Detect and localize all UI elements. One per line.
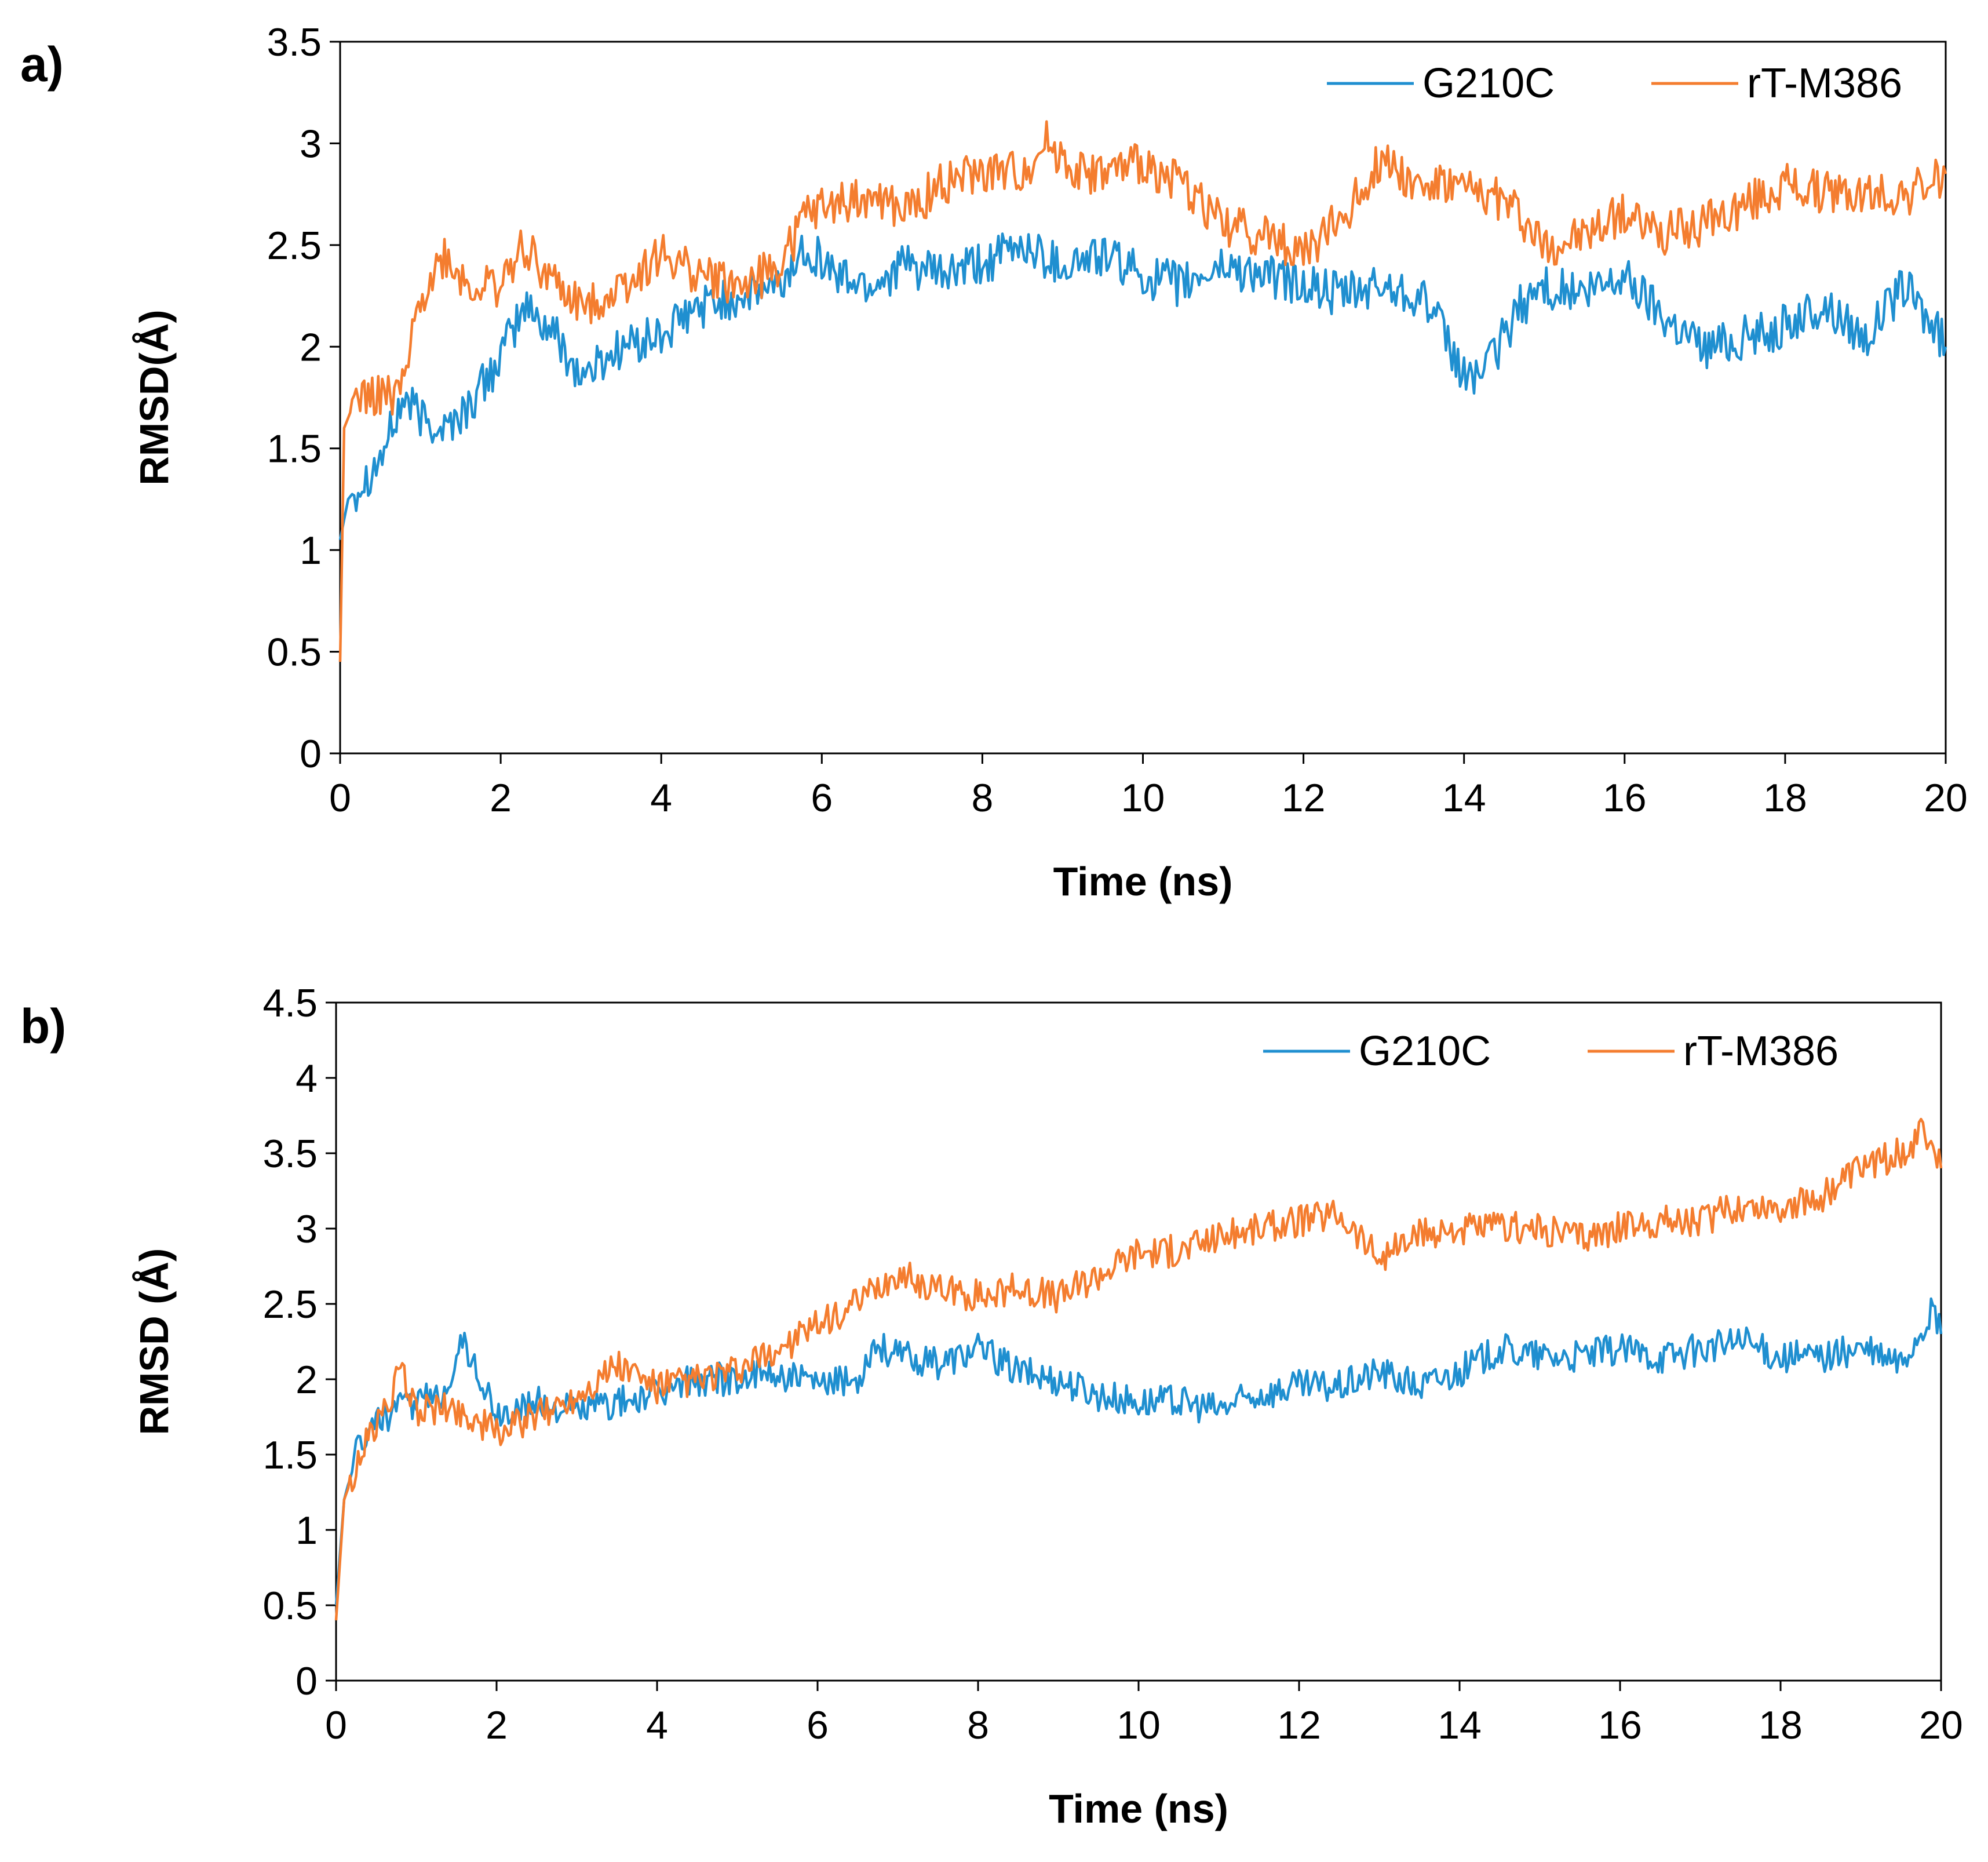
y-tick-label: 4 [296,1056,318,1101]
x-tick-label: 2 [486,1703,508,1747]
y-tick-label: 1.5 [267,427,322,471]
series-line-g210c [338,232,1947,541]
series-line-rt-m386 [338,120,1947,662]
y-tick-label: 0 [296,1659,318,1703]
x-tick-label: 14 [1442,776,1486,820]
y-tick-label: 0.5 [267,631,322,675]
panel-label-a: a) [20,37,64,92]
legend-label-g210c: G210C [1359,1028,1491,1074]
x-tick-label: 6 [811,776,833,820]
y-axis-title: RMSD (Å) [132,1248,177,1435]
y-tick-label: 2.5 [267,224,322,268]
y-axis-title: RMSD(Å) [132,309,177,485]
y-tick-label: 3.5 [267,20,322,64]
y-tick-label: 2 [300,325,322,369]
y-tick-label: 3.5 [262,1132,318,1176]
x-tick-label: 16 [1603,776,1647,820]
x-axis-title: Time (ns) [1049,1786,1228,1831]
x-tick-label: 12 [1282,776,1326,820]
x-tick-label: 8 [967,1703,989,1747]
x-tick-label: 18 [1759,1703,1803,1747]
y-tick-label: 0 [300,732,322,776]
x-tick-label: 0 [325,1703,347,1747]
x-tick-label: 16 [1598,1703,1642,1747]
legend-label-rt-m386: rT-M386 [1683,1028,1839,1074]
panel-b: b) 0 0.5 1 1.5 2 2.5 3 3.5 4 4.5 0 2 4 6 8 10 12 14 16 18 20 T… [20,981,1963,1831]
y-tick-label: 1 [296,1508,318,1553]
y-tick-label: 2 [296,1358,318,1402]
y-tick-label: 2.5 [262,1282,318,1327]
legend-label-g210c: G210C [1422,60,1555,107]
panel-label-b: b) [20,999,66,1054]
x-tick-label: 2 [490,776,512,820]
x-tick-label: 10 [1121,776,1165,820]
x-tick-label: 18 [1763,776,1807,820]
series-line-g210c [334,1297,1943,1606]
y-tick-label: 1.5 [262,1433,318,1477]
y-tick-label: 1 [300,529,322,573]
y-tick-label: 3 [296,1207,318,1251]
x-tick-label: 10 [1117,1703,1161,1747]
x-tick-label: 12 [1277,1703,1321,1747]
x-tick-label: 4 [650,776,672,820]
x-tick-label: 4 [646,1703,668,1747]
x-tick-label: 20 [1919,1703,1963,1747]
panel-a: a) 0 0.5 1 1.5 2 2.5 3 3.5 0 2 4 6 8 10 12 14 16 18 20 Time … [20,20,1968,904]
x-tick-label: 8 [971,776,993,820]
legend-label-rt-m386: rT-M386 [1747,60,1902,107]
x-tick-label: 6 [807,1703,829,1747]
x-tick-label: 20 [1924,776,1968,820]
series-line-rt-m386 [334,1117,1943,1621]
y-tick-label: 4.5 [262,981,318,1025]
x-axis-title: Time (ns) [1053,859,1233,904]
x-tick-label: 0 [329,776,351,820]
y-tick-label: 0.5 [262,1584,318,1628]
y-tick-label: 3 [300,122,322,166]
x-tick-label: 14 [1438,1703,1482,1747]
